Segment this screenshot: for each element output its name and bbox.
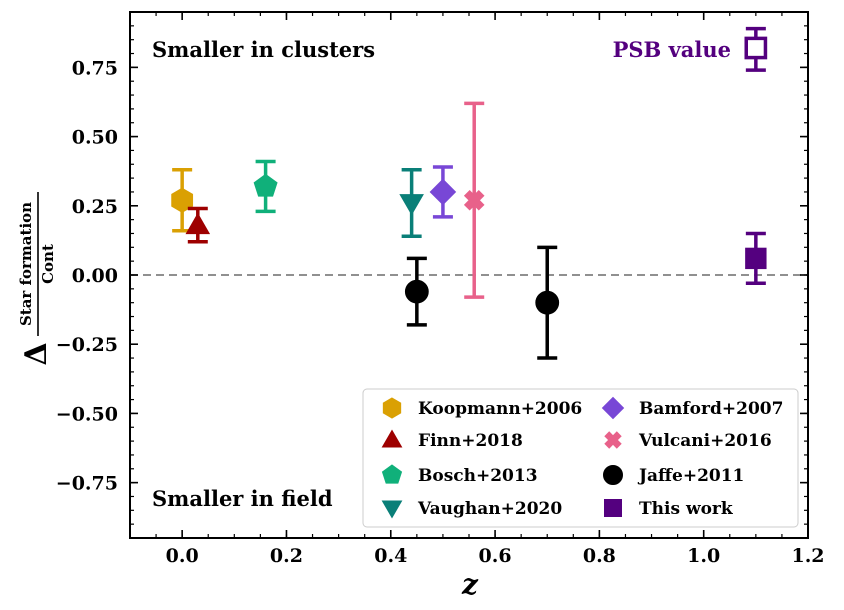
legend-label: Bosch+2013 [418, 466, 538, 486]
data-point [535, 290, 560, 315]
y-tick-label: 0.25 [72, 196, 118, 218]
data-point [429, 178, 457, 206]
legend-marker [382, 397, 402, 419]
x-tick-label: 0.0 [166, 545, 199, 567]
legend-item: Koopmann+2006 [382, 397, 582, 419]
series-bamford-2007 [429, 165, 457, 219]
data-point [399, 194, 424, 216]
y-axis-label-numerator: Star formation [17, 202, 35, 326]
data-point [744, 36, 768, 60]
series-jaffe-2011 [404, 245, 560, 360]
series-finn-2018 [185, 206, 211, 244]
legend-item: Vaughan+2020 [381, 499, 562, 519]
legend-label: Finn+2018 [418, 431, 523, 451]
legend-label: Koopmann+2006 [418, 399, 582, 419]
data-point [253, 173, 278, 197]
x-tick-label: 1.0 [687, 545, 720, 567]
legend-item: Finn+2018 [381, 429, 523, 451]
legend-marker [601, 396, 625, 420]
y-axis-label-denominator: Cont [39, 244, 57, 284]
legend-marker [381, 429, 403, 448]
legend-marker [604, 499, 622, 517]
data-point [463, 189, 485, 211]
legend-label: This work [639, 499, 734, 519]
legend: Koopmann+2006 Finn+2018 Bosch+2013 Vaughan+… [362, 388, 799, 528]
legend-label: Jaffe+2011 [637, 466, 744, 486]
legend-label: Bamford+2007 [639, 399, 783, 419]
legend-marker [603, 465, 623, 485]
x-tick-label: 1.2 [791, 545, 824, 567]
legend-item: This work [604, 499, 734, 519]
x-tick-label: 0.6 [479, 545, 512, 567]
legend-label: Vulcani+2016 [638, 431, 772, 451]
y-tick-label: 0.75 [72, 57, 118, 79]
series-this-work [745, 231, 767, 286]
series-koopmann-2006 [171, 168, 194, 233]
series-psb-value [744, 26, 768, 72]
y-tick-label: 0.00 [72, 265, 118, 287]
legend-marker [604, 431, 622, 449]
series-vulcani-2016 [463, 101, 485, 299]
x-tick-label: 0.2 [270, 545, 303, 567]
annotation-smaller-in-clusters: Smaller in clusters [152, 37, 375, 62]
data-point [171, 187, 194, 213]
y-axis-label: Δ Star formation Cont [17, 192, 57, 366]
plot-frame [129, 11, 809, 539]
series-vaughan-2020 [399, 168, 424, 238]
legend-marker [381, 500, 403, 519]
y-axis-label-prefix: Δ [19, 342, 54, 365]
legend-item: Bamford+2007 [601, 396, 783, 420]
x-tick-label: 0.4 [374, 545, 407, 567]
y-tick-label: −0.50 [56, 403, 118, 425]
y-tick-label: 0.50 [72, 127, 118, 149]
legend-marker [381, 464, 403, 484]
data-point [185, 212, 211, 235]
x-axis-label: z [461, 568, 479, 601]
legend-item: Bosch+2013 [381, 464, 538, 486]
data-point [404, 279, 429, 304]
y-tick-label: −0.75 [56, 473, 118, 495]
annotation-smaller-in-field: Smaller in field [152, 486, 333, 511]
legend-item: Vulcani+2016 [604, 431, 772, 451]
data-point [745, 247, 767, 270]
annotation-psb-value: PSB value [613, 37, 731, 62]
x-tick-label: 0.8 [583, 545, 616, 567]
legend-item: Jaffe+2011 [603, 465, 744, 486]
y-tick-label: −0.25 [56, 334, 118, 356]
legend-box [362, 388, 799, 528]
series-bosch-2013 [253, 159, 278, 214]
legend-label: Vaughan+2020 [417, 499, 562, 519]
